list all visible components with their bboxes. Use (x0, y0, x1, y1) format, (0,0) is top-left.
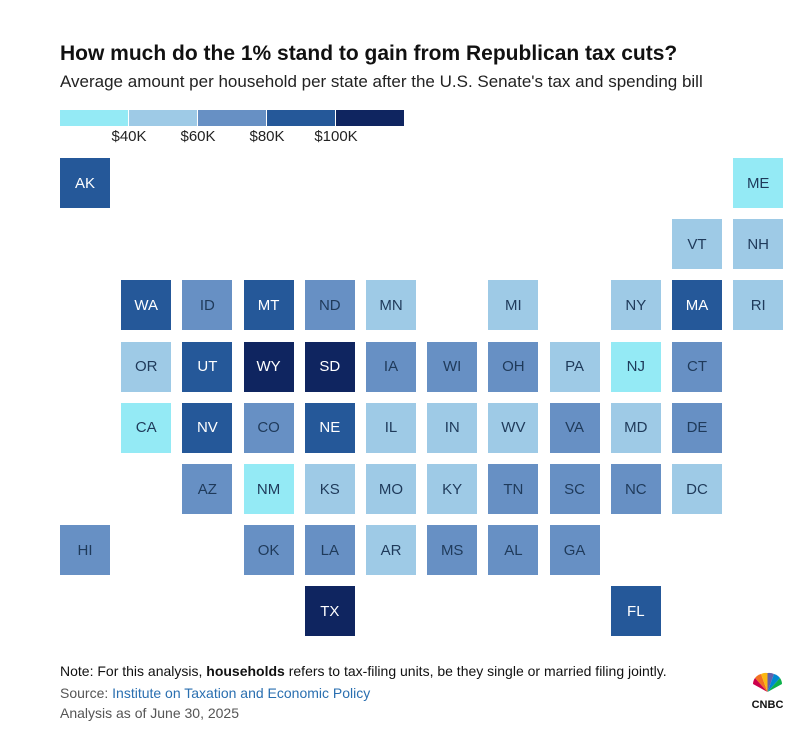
state-tile-ok[interactable]: OK (243, 525, 294, 576)
source-line: Source: Institute on Taxation and Econom… (60, 685, 370, 701)
note-prefix: Note: For this analysis, (60, 663, 207, 679)
state-tile-nm[interactable]: NM (243, 464, 294, 514)
state-tile-il[interactable]: IL (366, 402, 416, 453)
state-tile-ar[interactable]: AR (366, 525, 416, 576)
legend-swatch (336, 110, 404, 126)
state-tile-ny[interactable]: NY (610, 280, 661, 331)
state-tile-in[interactable]: IN (427, 402, 478, 453)
legend-tick-label: $60K (180, 128, 216, 145)
state-tile-ri[interactable]: RI (733, 280, 784, 331)
state-tile-ky[interactable]: KY (427, 464, 478, 514)
color-legend (60, 110, 405, 126)
cnbc-peacock-logo: CNBC (752, 672, 784, 711)
state-tile-ct[interactable]: CT (672, 341, 722, 392)
state-tile-ak[interactable]: AK (60, 158, 110, 208)
state-tile-la[interactable]: LA (304, 525, 355, 576)
state-tile-az[interactable]: AZ (182, 464, 233, 514)
state-tile-ma[interactable]: MA (672, 280, 722, 331)
state-tile-fl[interactable]: FL (610, 586, 661, 637)
state-tile-ne[interactable]: NE (304, 402, 355, 453)
state-tile-vt[interactable]: VT (672, 219, 722, 270)
state-tile-ks[interactable]: KS (304, 464, 355, 514)
state-tile-nc[interactable]: NC (610, 464, 661, 514)
state-tile-mo[interactable]: MO (366, 464, 416, 514)
state-tile-ca[interactable]: CA (121, 402, 172, 453)
legend-swatch (198, 110, 266, 126)
state-tile-wi[interactable]: WI (427, 341, 478, 392)
state-tile-wy[interactable]: WY (243, 341, 294, 392)
state-tile-sc[interactable]: SC (549, 464, 600, 514)
legend-swatch (129, 110, 197, 126)
state-tile-me[interactable]: ME (733, 158, 784, 208)
state-tile-nh[interactable]: NH (733, 219, 784, 270)
state-tile-md[interactable]: MD (610, 402, 661, 453)
analysis-date: Analysis as of June 30, 2025 (60, 705, 240, 721)
legend-swatch (60, 110, 128, 126)
state-tile-tn[interactable]: TN (488, 464, 539, 514)
chart-subtitle: Average amount per household per state a… (60, 72, 703, 91)
state-tile-wv[interactable]: WV (488, 402, 539, 453)
state-tile-nv[interactable]: NV (182, 402, 233, 453)
source-link[interactable]: Institute on Taxation and Economic Polic… (112, 685, 371, 701)
state-tile-ia[interactable]: IA (366, 341, 416, 392)
logo-wordmark: CNBC (752, 699, 784, 711)
state-tile-mt[interactable]: MT (243, 280, 294, 331)
state-tile-wa[interactable]: WA (121, 280, 172, 331)
legend-tick-label: $80K (249, 128, 285, 145)
state-tile-hi[interactable]: HI (60, 525, 110, 576)
legend-tick-label: $40K (111, 128, 147, 145)
state-tile-al[interactable]: AL (488, 525, 539, 576)
state-tile-or[interactable]: OR (121, 341, 172, 392)
state-tile-ms[interactable]: MS (427, 525, 478, 576)
chart-title: How much do the 1% stand to gain from Re… (60, 42, 678, 65)
state-tile-id[interactable]: ID (182, 280, 233, 331)
state-tile-nj[interactable]: NJ (610, 341, 661, 392)
state-tile-de[interactable]: DE (672, 402, 722, 453)
state-tile-mn[interactable]: MN (366, 280, 416, 331)
state-tile-mi[interactable]: MI (488, 280, 539, 331)
footnote: Note: For this analysis, households refe… (60, 663, 667, 679)
state-tile-co[interactable]: CO (243, 402, 294, 453)
legend-tick-label: $100K (314, 128, 358, 145)
state-tile-pa[interactable]: PA (549, 341, 600, 392)
state-tile-sd[interactable]: SD (304, 341, 355, 392)
state-tile-ga[interactable]: GA (549, 525, 600, 576)
note-suffix: refers to tax-filing units, be they sing… (284, 663, 667, 679)
state-tile-ut[interactable]: UT (182, 341, 233, 392)
state-tile-va[interactable]: VA (549, 402, 600, 453)
source-prefix: Source: (60, 685, 113, 701)
state-tile-dc[interactable]: DC (672, 464, 722, 514)
state-tile-tx[interactable]: TX (304, 586, 355, 637)
state-tile-oh[interactable]: OH (488, 341, 539, 392)
state-tile-nd[interactable]: ND (304, 280, 355, 331)
note-bold: households (206, 663, 285, 679)
legend-swatch (267, 110, 335, 126)
